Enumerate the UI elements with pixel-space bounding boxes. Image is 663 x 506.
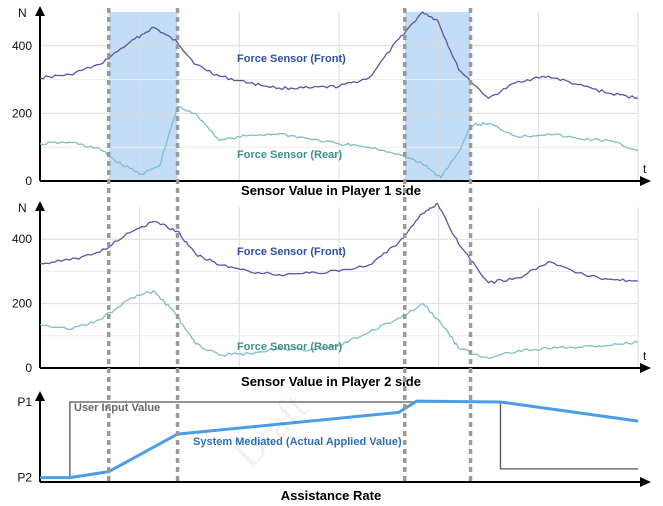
highlight-band-0 xyxy=(108,12,178,181)
x-axis-arrow-icon xyxy=(640,363,651,373)
y-tick-label: P1 xyxy=(17,395,32,409)
y-tick-label: 0 xyxy=(25,174,32,188)
x-axis-arrow-icon xyxy=(640,176,651,186)
y-axis-arrow-icon xyxy=(35,391,45,401)
panel-player2: Nt 0 200 400 Force Sensor (Front) Force Senso… xyxy=(12,201,651,389)
y-tick-label: 0 xyxy=(25,361,32,375)
x-axis-arrow-icon xyxy=(640,477,651,487)
y-tick-label: 200 xyxy=(12,297,32,311)
event-marker-lines xyxy=(107,8,473,483)
series-line-0 xyxy=(39,202,639,284)
watermark: Draft xyxy=(225,385,317,477)
highlight-band-1 xyxy=(404,12,471,181)
y-axis-label: N xyxy=(18,6,27,20)
series-label-1: System Mediated (Actual Applied Value) xyxy=(193,436,402,448)
panel-assistance-rate: P2 P1 User Input Value System Mediated (Act… xyxy=(17,391,651,503)
chart-title: Assistance Rate xyxy=(281,488,381,503)
series-label-1: Force Sensor (Rear) xyxy=(237,149,342,161)
y-axis-arrow-icon xyxy=(35,6,45,16)
y-tick-label: 400 xyxy=(12,39,32,53)
series-label-0: Force Sensor (Front) xyxy=(237,53,346,65)
chart-title: Sensor Value in Player 1 side xyxy=(241,183,421,198)
series-label-1: Force Sensor (Rear) xyxy=(237,341,342,353)
y-axis-label: N xyxy=(18,201,27,215)
panel-player1: Nt 0 200 400 Force Sensor (Front) Force Senso… xyxy=(12,6,651,198)
y-tick-label: P2 xyxy=(17,471,32,485)
series-label-0: Force Sensor (Front) xyxy=(237,246,346,258)
x-axis-label: t xyxy=(643,349,647,363)
series-line-1 xyxy=(39,105,639,179)
y-tick-label: 400 xyxy=(12,232,32,246)
series-line-0 xyxy=(39,11,638,100)
y-tick-label: 200 xyxy=(12,106,32,120)
x-axis-label: t xyxy=(643,162,647,176)
chart-title: Sensor Value in Player 2 side xyxy=(241,374,421,389)
series-line-1 xyxy=(39,289,639,359)
series-label-0: User Input Value xyxy=(74,402,160,414)
series-line-1 xyxy=(40,399,639,480)
y-axis-arrow-icon xyxy=(35,201,45,211)
